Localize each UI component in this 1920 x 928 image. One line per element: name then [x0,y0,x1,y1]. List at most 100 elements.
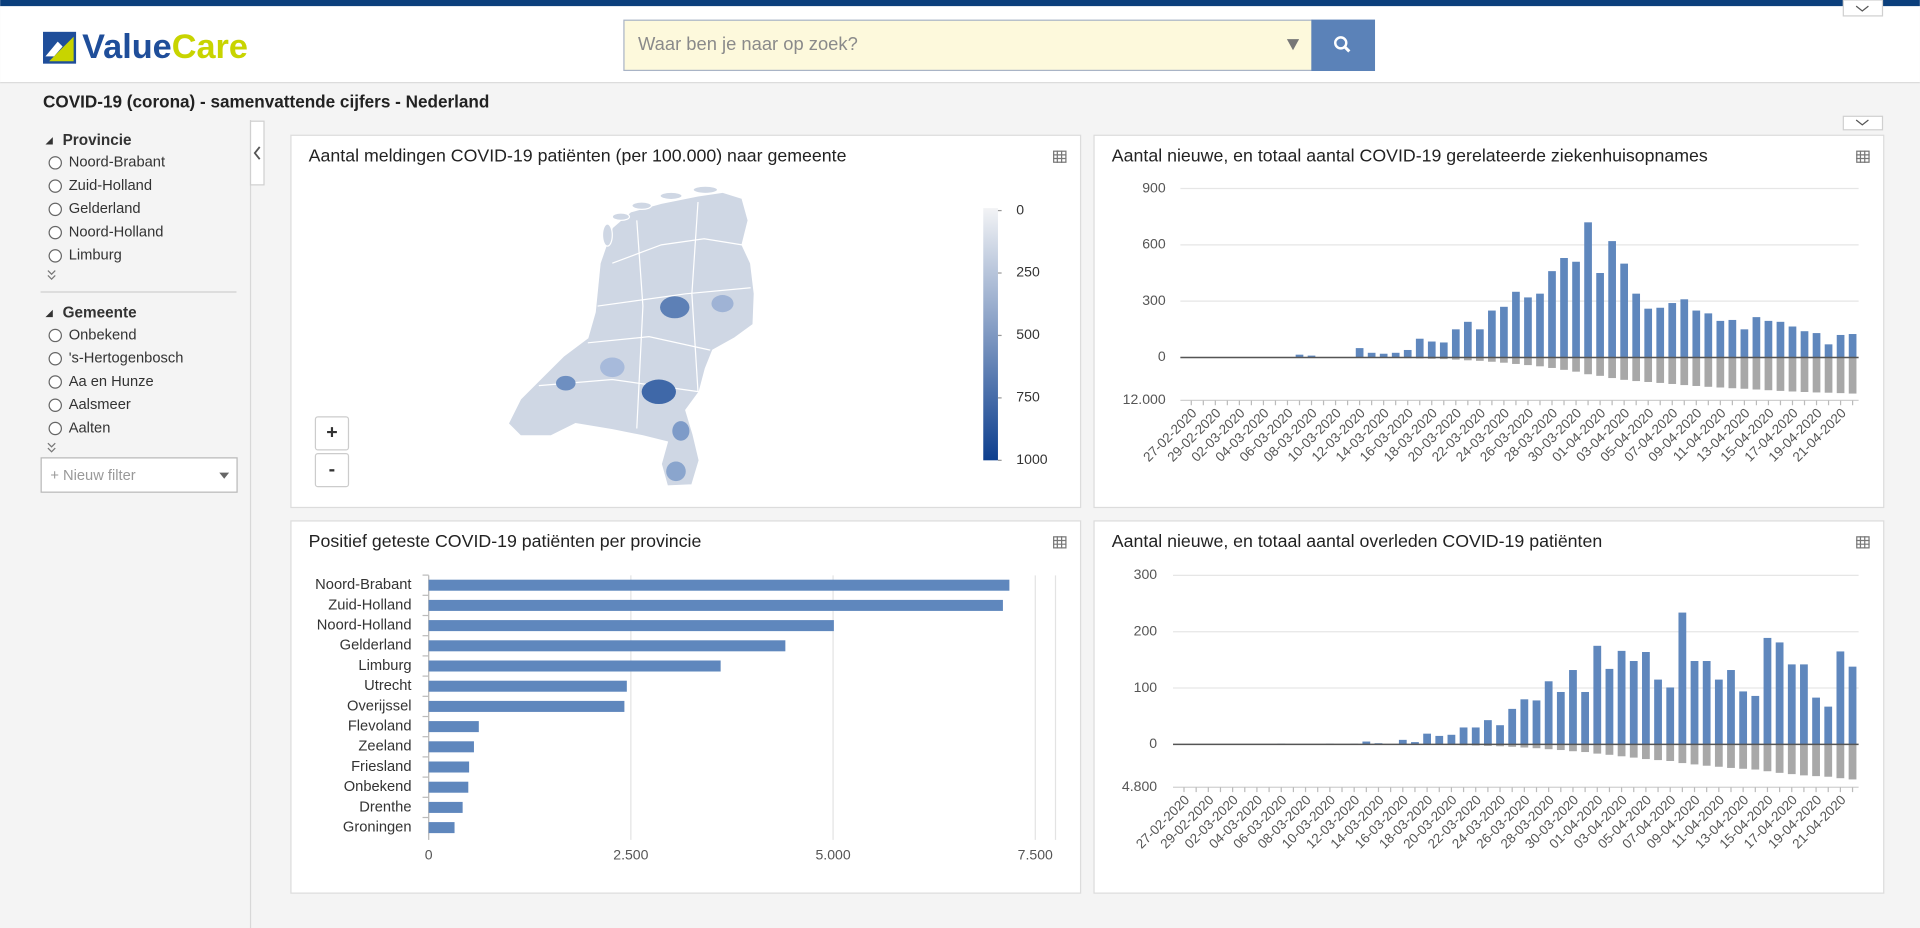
radio-button[interactable] [48,249,62,263]
map-region[interactable] [555,375,576,391]
bar [1398,739,1407,745]
collapse-button[interactable] [1842,115,1884,131]
bar [1411,742,1419,745]
sidebar-toggle[interactable] [249,120,265,186]
bar [1508,708,1517,745]
bar [1728,357,1737,389]
bar [1500,306,1508,358]
bar [1476,357,1484,361]
bar [1775,744,1784,773]
table-icon[interactable] [1856,150,1870,163]
collapse-panels[interactable] [1842,115,1884,131]
bar [1716,357,1725,388]
map-region[interactable] [641,379,676,405]
filter-option[interactable]: Aalsmeer [69,397,131,413]
map-region[interactable] [507,191,755,487]
zoom-label[interactable]: - [329,458,336,480]
panel-title: Aantal nieuwe, en totaal aantal overlede… [1112,531,1602,551]
bar [1752,357,1761,390]
new-filter[interactable] [40,457,238,493]
zoom-button[interactable] [314,416,350,451]
radio-button[interactable] [48,328,62,343]
bar [1812,333,1821,358]
bar [1379,353,1388,358]
radio-button[interactable] [48,202,62,217]
logo-icon-accent [49,36,74,62]
map-island [659,191,683,201]
search-input[interactable] [623,19,1313,72]
bar [1439,342,1448,358]
bar [1524,297,1532,358]
bar [1680,357,1689,386]
y-tick-label: Limburg [358,658,411,674]
colorbar-label: 500 [1016,326,1040,342]
filter-option[interactable]: Zuid-Holland [69,178,152,194]
map-island [631,201,653,210]
bar [428,579,1010,591]
bar [1836,357,1845,394]
filter-option[interactable]: Noord-Holland [69,224,164,240]
bar [1704,357,1713,387]
bar [1355,348,1364,358]
collapse-top[interactable] [1842,0,1884,17]
radio-button[interactable] [48,421,62,436]
bar [1632,293,1641,358]
bar [428,660,721,672]
radio-button[interactable] [48,225,62,240]
bar [428,620,834,632]
map-island [611,212,631,221]
bar [1593,645,1602,745]
logo[interactable]: ValueCare [43,28,248,66]
bar [1763,744,1772,772]
y-tick-label: Noord-Brabant [315,577,411,593]
table-icon[interactable] [1856,536,1870,549]
bar [1403,349,1412,358]
map-region[interactable] [600,357,625,378]
bar [1654,744,1662,761]
y-tick-label: Onbekend [344,779,412,795]
bar [1644,308,1653,358]
map-region[interactable] [711,295,734,313]
radio-button[interactable] [48,398,62,412]
table-icon[interactable] [1053,150,1067,163]
bar [1848,334,1857,358]
colorbar-label: 750 [1016,389,1040,405]
search-dropdown[interactable] [1286,39,1300,51]
collapse-button[interactable] [1842,0,1884,17]
radio-button[interactable] [48,351,62,366]
bar [1307,355,1316,358]
bar [1642,651,1650,745]
filter-option[interactable]: Onbekend [69,327,137,343]
bar [1435,735,1444,745]
table-icon[interactable] [1053,536,1067,549]
filter-option[interactable]: Aa en Hunze [69,374,154,390]
y-tick-label: Overijssel [347,698,411,714]
map-borders [538,201,751,429]
bar [1800,331,1809,358]
filter-option[interactable]: Noord-Brabant [69,155,165,171]
zoom-button[interactable] [314,452,350,488]
zoom-label[interactable]: + [326,422,337,444]
y-tick-label: 200 [1134,622,1158,638]
bar [1678,612,1687,745]
y-tick-label: Flevoland [348,718,412,734]
filter-option[interactable]: Aalten [69,420,111,436]
search-button[interactable] [1311,19,1376,72]
show-more[interactable] [47,270,56,281]
map-region[interactable] [660,296,690,319]
radio-button[interactable] [48,375,62,389]
bar [1702,661,1711,745]
filter-option[interactable]: Limburg [69,248,122,264]
bar [1800,744,1808,776]
map-region[interactable] [672,421,690,441]
radio-button[interactable] [48,179,62,193]
filter-option[interactable]: 's-Hertogenbosch [69,351,184,367]
show-more[interactable] [47,442,56,453]
filter-option[interactable]: Gelderland [69,201,141,217]
radio-button[interactable] [48,156,62,170]
map-region[interactable] [666,461,686,482]
bar [1704,313,1713,358]
bar [1508,744,1517,747]
bar [1584,357,1592,375]
